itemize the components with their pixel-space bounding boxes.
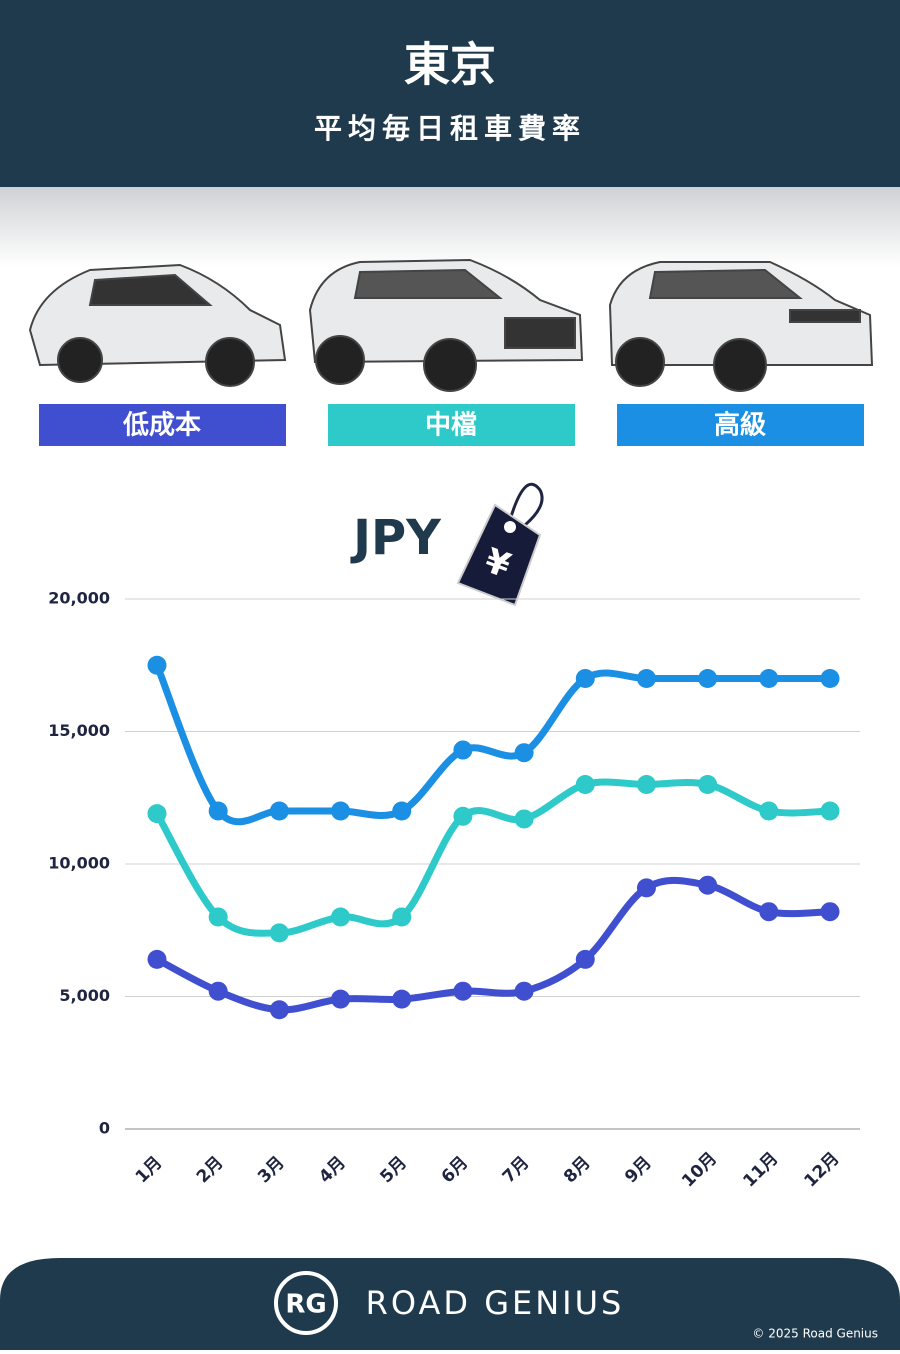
series-line xyxy=(153,778,834,937)
data-point xyxy=(820,669,840,688)
data-point xyxy=(392,907,412,927)
data-point xyxy=(636,669,656,688)
x-tick-label: 10月 xyxy=(678,1149,721,1192)
legend-label: 高級 xyxy=(714,410,766,441)
plot: 0 5,000 10,000 15,000 20,000 1月 2月 3月 4月 5月 6月 7月 8月… xyxy=(48,589,860,1192)
data-point xyxy=(759,801,779,821)
y-tick-label: 10,000 xyxy=(48,854,110,873)
copyright: © 2025 Road Genius xyxy=(752,1327,878,1341)
data-point xyxy=(575,775,595,794)
x-tick-label: 3月 xyxy=(254,1153,289,1188)
logo: RG xyxy=(285,1290,326,1320)
data-point xyxy=(331,907,351,927)
data-point xyxy=(208,981,228,1001)
footer-band xyxy=(0,1258,900,1350)
data-point xyxy=(269,801,289,821)
x-tick-label: 8月 xyxy=(560,1153,595,1188)
data-point xyxy=(331,989,351,1009)
header-band xyxy=(0,0,900,187)
data-point xyxy=(453,740,473,760)
data-point xyxy=(514,743,534,763)
y-tick-label: 15,000 xyxy=(48,721,110,740)
data-point xyxy=(759,669,779,688)
y-tick-label: 0 xyxy=(99,1119,110,1138)
data-point xyxy=(392,801,412,821)
data-point xyxy=(208,801,228,821)
series-line xyxy=(153,661,834,826)
x-tick-label: 5月 xyxy=(376,1153,411,1188)
price-tag-icon: ¥ xyxy=(456,482,544,607)
series-line xyxy=(153,876,834,1014)
x-tick-label: 6月 xyxy=(438,1153,473,1188)
car-premium xyxy=(608,261,874,392)
title: 東京 xyxy=(404,38,496,92)
brand: ROAD GENIUS xyxy=(366,1284,625,1322)
data-point xyxy=(453,806,473,826)
data-point xyxy=(698,775,718,794)
x-tick-label: 7月 xyxy=(499,1153,534,1188)
data-point xyxy=(820,801,840,821)
header-shade xyxy=(0,187,900,267)
x-tick-label: 11月 xyxy=(739,1149,782,1192)
legend-swatch xyxy=(39,404,286,446)
data-point xyxy=(698,875,718,895)
data-point xyxy=(392,989,412,1009)
legend: 低成本 中檔 高級 xyxy=(39,404,864,446)
data-point xyxy=(514,809,534,829)
legend-label: 中檔 xyxy=(425,411,477,441)
x-tick-label: 4月 xyxy=(315,1153,350,1188)
data-point xyxy=(759,902,779,922)
data-point xyxy=(147,655,167,675)
car-images xyxy=(28,258,874,392)
data-point xyxy=(147,949,167,969)
data-point xyxy=(514,981,534,1001)
x-tick-label: 2月 xyxy=(193,1153,228,1188)
data-point xyxy=(820,902,840,922)
data-point xyxy=(636,775,656,794)
legend-swatch xyxy=(328,404,575,446)
subtitle: 平均毎日租車費率 xyxy=(314,112,586,145)
data-point xyxy=(575,669,595,688)
legend-label: 低成本 xyxy=(122,411,201,441)
y-tick-label: 5,000 xyxy=(59,986,110,1005)
legend-swatch xyxy=(617,404,864,446)
data-point xyxy=(575,949,595,969)
data-point xyxy=(269,1000,289,1020)
data-point xyxy=(269,923,289,943)
car-economy xyxy=(28,263,287,387)
y-tick-label: 20,000 xyxy=(48,589,110,608)
x-tick-label: 1月 xyxy=(132,1153,167,1188)
x-tick-label: 9月 xyxy=(621,1153,656,1188)
data-point xyxy=(453,981,473,1001)
data-point xyxy=(636,878,656,898)
unit-label: JPY xyxy=(350,510,442,566)
car-midrange xyxy=(308,258,584,392)
data-point xyxy=(698,669,718,688)
data-point xyxy=(208,907,228,927)
data-point xyxy=(147,804,167,824)
data-point xyxy=(331,801,351,821)
x-tick-label: 12月 xyxy=(801,1149,844,1192)
logo-ring xyxy=(274,1271,338,1335)
